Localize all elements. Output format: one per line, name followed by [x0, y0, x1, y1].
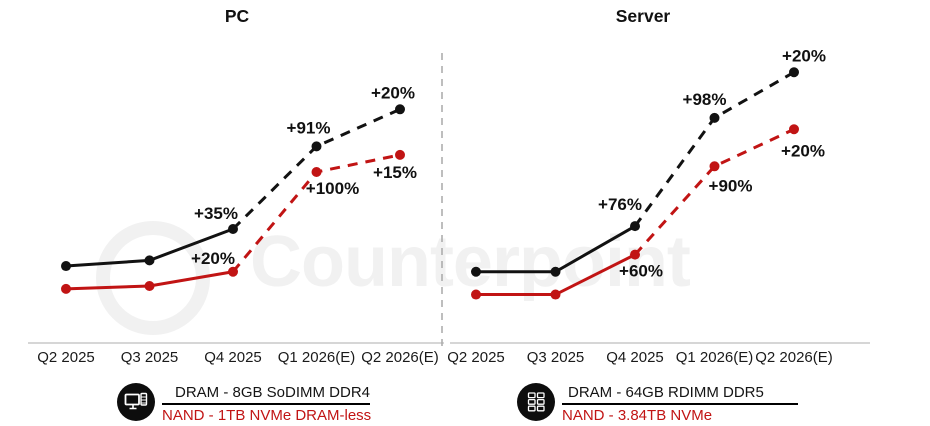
data-point-marker [789, 124, 799, 135]
data-point-marker [471, 289, 481, 300]
x-tick-label: Q2 2025 [447, 349, 505, 366]
x-tick-label: Q1 2026(E) [278, 349, 356, 366]
data-point-marker [144, 281, 155, 291]
qoq-change-label: +20% [371, 83, 415, 102]
qoq-change-label: +60% [619, 262, 663, 281]
pc-chart-title: PC [224, 6, 250, 26]
qoq-change-label: +20% [782, 46, 826, 65]
pc-dram-legend-label: DRAM - 8GB SoDIMM DDR4 [162, 383, 370, 405]
series-line-actual [476, 224, 636, 274]
x-tick-label: Q2 2026(E) [755, 349, 833, 366]
data-point-marker [630, 221, 640, 232]
data-point-marker [789, 67, 799, 78]
data-point-marker [311, 167, 322, 177]
x-tick-label: Q1 2026(E) [676, 349, 754, 366]
data-point-marker [228, 266, 238, 277]
server-nand-legend-label: NAND - 3.84TB NVMe [562, 407, 713, 424]
qoq-change-label: +100% [306, 179, 359, 198]
pc-legend: DRAM - 8GB SoDIMM DDR4 NAND - 1TB NVMe D… [117, 383, 371, 426]
data-point-marker [550, 266, 561, 277]
data-point-marker [61, 283, 71, 294]
data-point-marker [709, 161, 720, 172]
x-tick-label: Q4 2025 [204, 349, 262, 366]
qoq-change-label: +20% [781, 141, 825, 160]
pc-nand-legend-label: NAND - 1TB NVMe DRAM-less [162, 407, 372, 424]
qoq-change-label: +76% [598, 195, 642, 214]
server-chart-title: Server [615, 6, 671, 26]
x-tick-label: Q3 2025 [121, 349, 179, 366]
x-tick-label: Q2 2025 [37, 349, 95, 366]
data-point-marker [61, 261, 71, 272]
x-tick-label: Q3 2025 [527, 349, 585, 366]
data-point-marker [395, 104, 405, 115]
qoq-change-label: +35% [194, 204, 238, 223]
server-dram-legend-label: DRAM - 64GB RDIMM DDR5 [562, 383, 798, 405]
data-point-marker [395, 149, 405, 160]
server-legend: DRAM - 64GB RDIMM DDR5 NAND - 3.84TB NVM… [517, 383, 798, 426]
data-point-marker [144, 255, 155, 266]
server-icon [517, 383, 555, 426]
data-point-marker [311, 141, 322, 152]
qoq-change-label: +90% [709, 176, 753, 195]
qoq-change-label: +91% [287, 118, 331, 137]
series-line-estimate [633, 127, 795, 256]
qoq-change-label: +98% [683, 90, 727, 109]
x-tick-label: Q4 2025 [606, 349, 664, 366]
data-point-marker [630, 249, 640, 260]
data-point-marker [550, 289, 561, 300]
data-point-marker [709, 112, 720, 123]
x-tick-label: Q2 2026(E) [361, 349, 439, 366]
data-point-marker [228, 224, 238, 234]
qoq-change-label: +20% [191, 249, 235, 268]
pc-icon [117, 383, 155, 426]
data-point-marker [471, 266, 481, 277]
qoq-change-label: +15% [373, 163, 417, 182]
